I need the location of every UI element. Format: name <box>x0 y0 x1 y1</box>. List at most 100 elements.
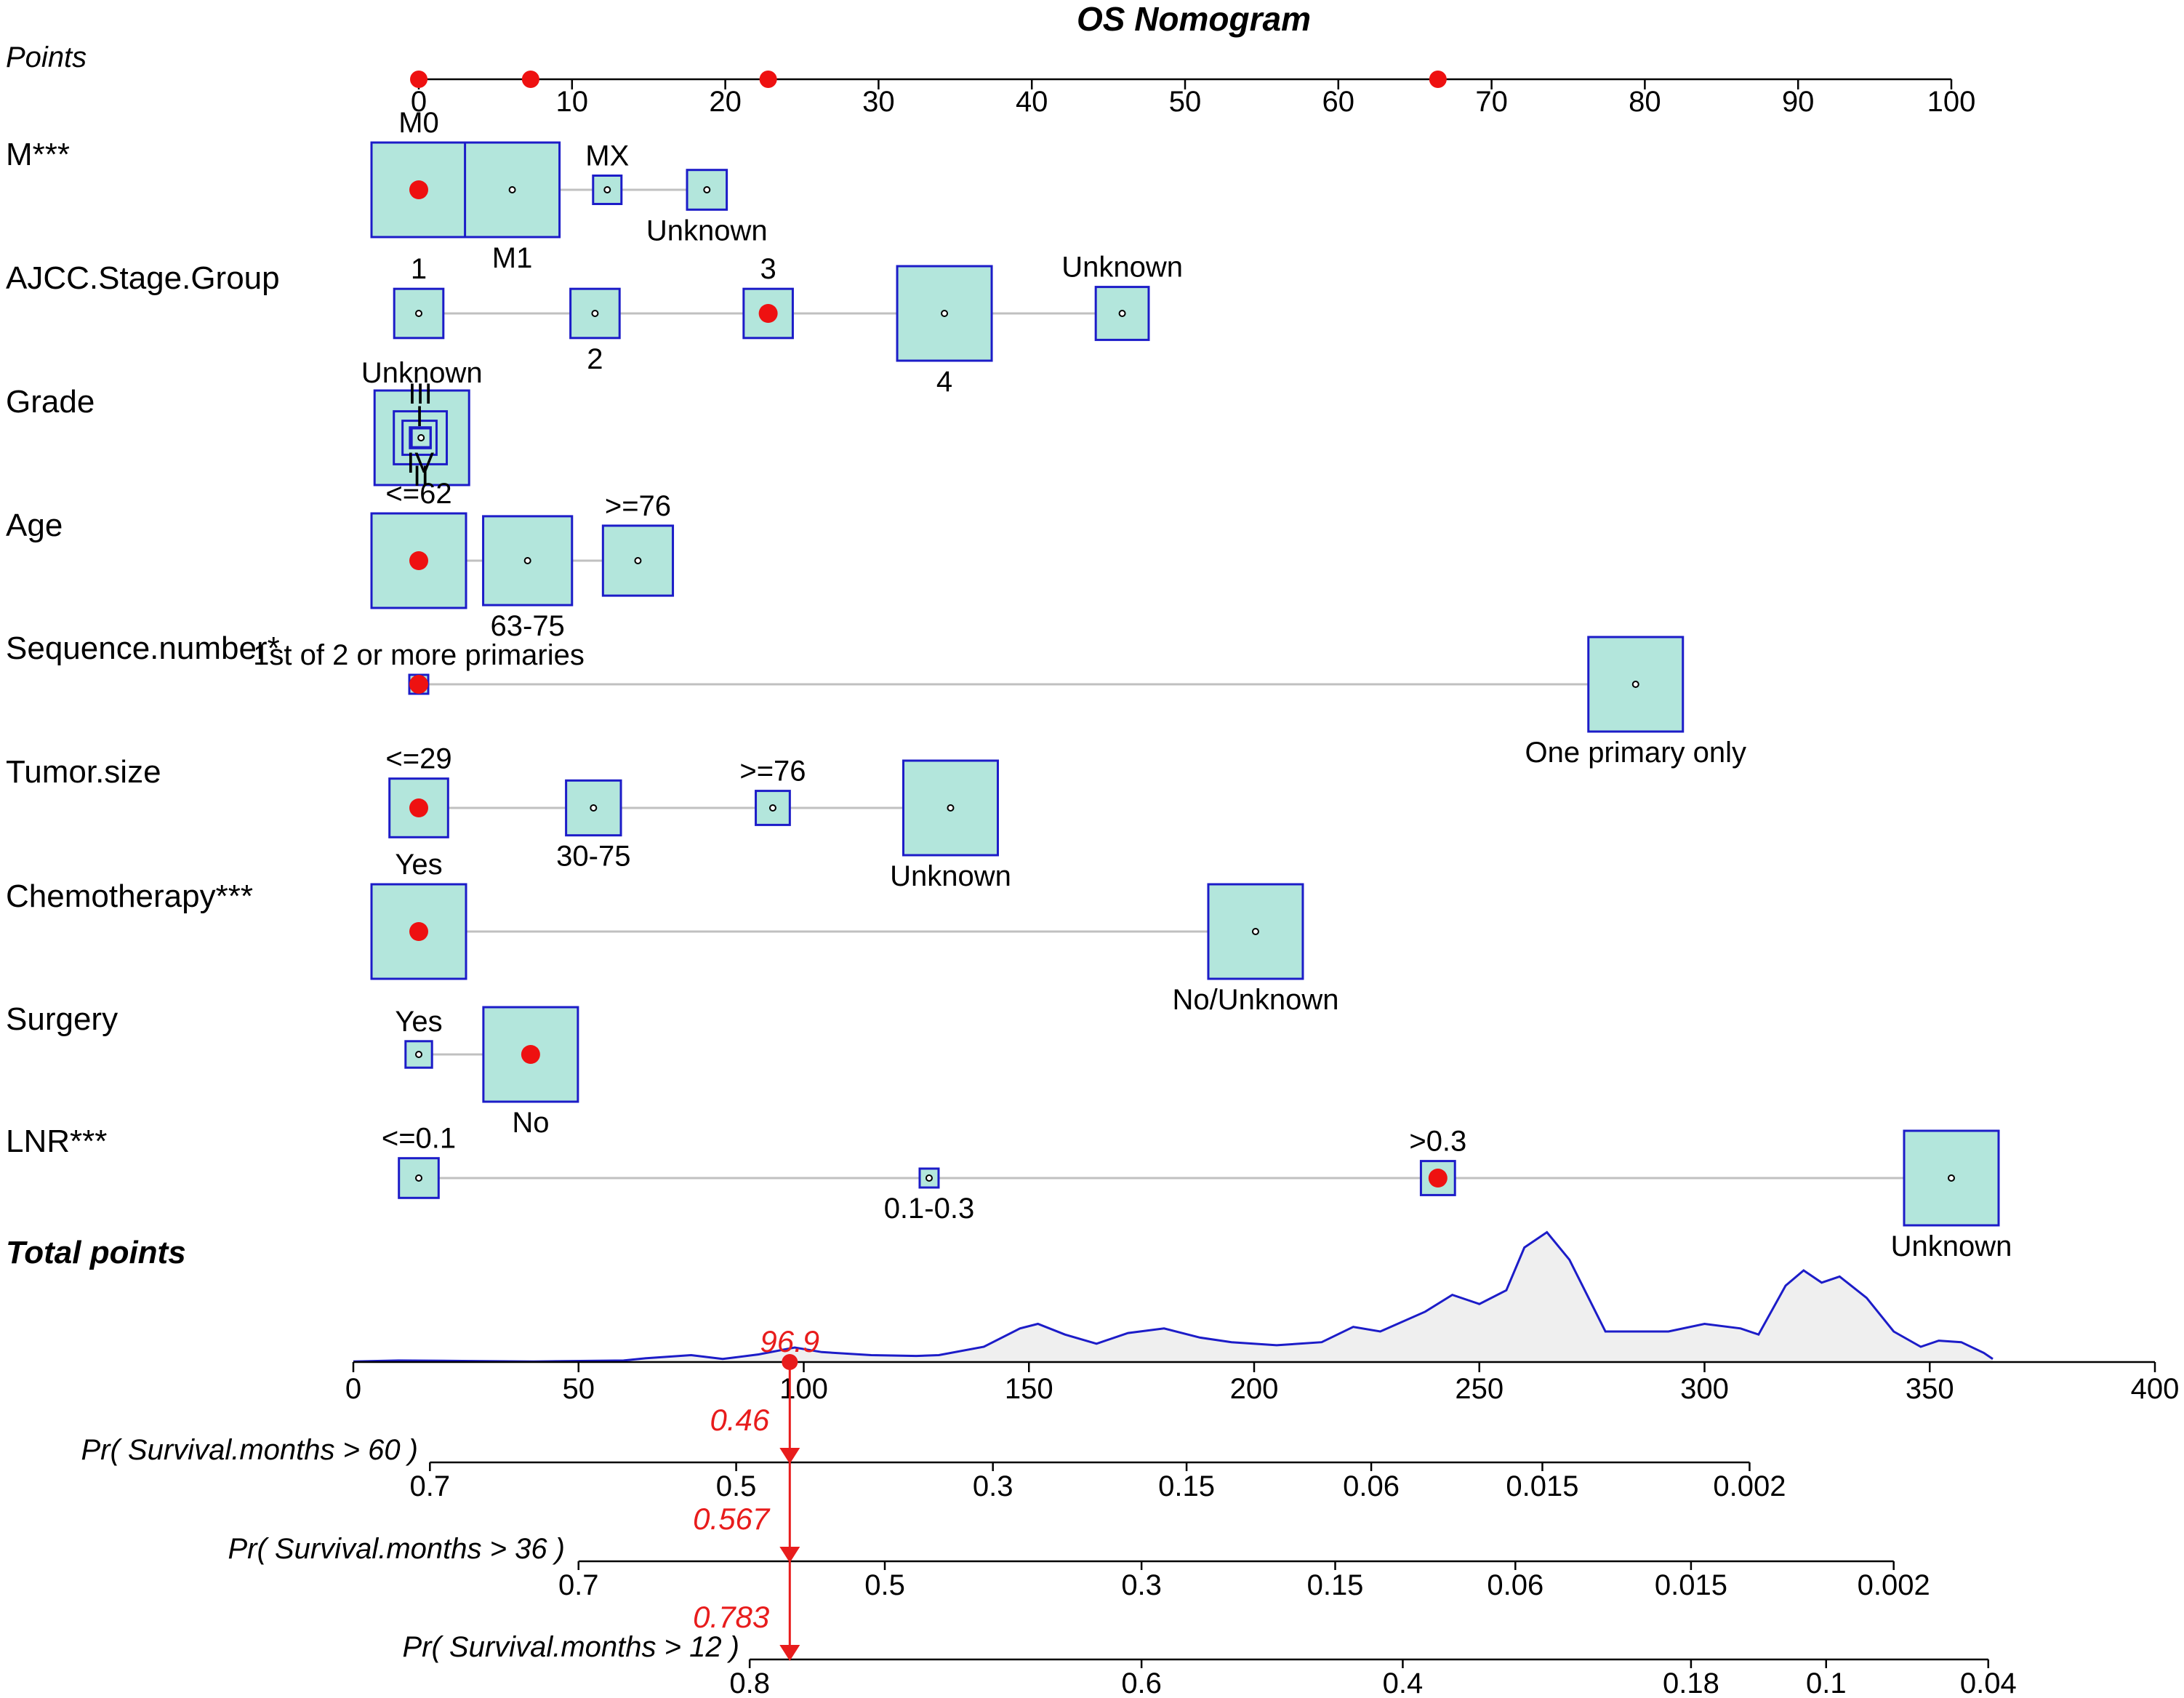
level-label: 1st of 2 or more primaries <box>253 639 585 671</box>
points-axis-tick-label: 0 <box>411 86 427 118</box>
level-label: I <box>415 401 423 433</box>
survival-axis-label: Pr( Survival.months > 12 ) <box>403 1631 740 1663</box>
survival-axis-tick-label: 0.8 <box>729 1667 770 1698</box>
variable-name: Surgery <box>6 1001 118 1037</box>
level-label: >0.3 <box>1409 1126 1466 1158</box>
variable-row: M*** M0 M1 MX Unknown <box>6 107 768 274</box>
selected-points-marker <box>1429 71 1447 88</box>
points-axis-tick-label: 50 <box>1169 86 1202 118</box>
selected-level-marker <box>409 922 428 941</box>
survival-axis-tick-label: 0.002 <box>1858 1569 1930 1601</box>
level-box <box>404 1040 433 1069</box>
selected-points-marker <box>410 71 427 88</box>
level-center-dot <box>590 804 598 812</box>
level-label: IV <box>406 447 434 479</box>
level-center-dot <box>523 557 531 564</box>
points-axis-label: Points <box>6 41 87 73</box>
level-label: No <box>512 1107 549 1139</box>
level-center-dot <box>591 310 599 317</box>
total-points-tick-label: 400 <box>2131 1373 2180 1405</box>
level-label: III <box>408 378 432 410</box>
level-label: MX <box>585 140 629 172</box>
selected-level-marker <box>409 180 428 199</box>
level-box <box>410 427 432 449</box>
variable-name: M*** <box>6 137 70 172</box>
level-box <box>1207 883 1304 980</box>
variable-name: Grade <box>6 384 95 420</box>
total-points-density-line <box>353 1230 1994 1363</box>
level-label: 63-75 <box>491 610 565 642</box>
chart-title: OS Nomogram <box>1077 0 1311 38</box>
level-center-dot <box>415 310 422 317</box>
total-points-tick-label: 150 <box>1005 1373 1053 1405</box>
survival-axis-tick-label: 0.015 <box>1655 1569 1727 1601</box>
variable-row: Chemotherapy*** Yes No/Unknown <box>6 849 1338 1016</box>
survival-value-label: 0.567 <box>693 1502 771 1536</box>
survival-axes: Pr( Survival.months > 60 ) 0.7 0.5 0.3 0.15 0… <box>81 1434 2017 1698</box>
level-center-dot <box>768 804 776 812</box>
points-axis-tick-label: 90 <box>1782 86 1815 118</box>
total-points-pointer: 96.9 0.46 0.567 0.783 <box>693 1324 819 1661</box>
survival-axis-tick-label: 0.002 <box>1713 1470 1786 1502</box>
selected-level-marker <box>758 304 778 323</box>
points-axis-tick-label: 70 <box>1475 86 1508 118</box>
level-label: One primary only <box>1525 737 1746 769</box>
points-axis-tick-label: 20 <box>709 86 742 118</box>
survival-value-arrow <box>779 1448 800 1464</box>
level-center-dot <box>415 1051 422 1058</box>
survival-axis-tick-label: 0.7 <box>558 1569 599 1601</box>
points-axis: 0 10 20 30 40 50 60 70 80 90 100 <box>410 71 1975 118</box>
variable-row: Age <=62 63-75 >=76 <box>6 478 675 642</box>
level-center-dot <box>603 186 611 193</box>
level-label: Unknown <box>890 860 1011 892</box>
survival-axis-tick-label: 0.6 <box>1121 1667 1162 1698</box>
survival-axis-tick-label: 0.5 <box>716 1470 757 1502</box>
level-label: <=29 <box>385 743 451 775</box>
survival-axis-tick-label: 0.4 <box>1383 1667 1424 1698</box>
level-label: 30-75 <box>556 841 630 873</box>
variable-name: Tumor.size <box>6 754 161 790</box>
level-center-dot <box>947 804 955 812</box>
level-center-dot <box>415 1174 422 1182</box>
points-axis-tick-label: 30 <box>862 86 895 118</box>
total-points-tick-label: 200 <box>1230 1373 1279 1405</box>
selected-points-marker <box>759 71 777 88</box>
points-axis-tick-label: 40 <box>1016 86 1048 118</box>
level-label: Yes <box>395 849 442 881</box>
total-points-tick-label: 100 <box>779 1373 828 1405</box>
level-label: 3 <box>760 253 776 285</box>
variable-row: Surgery Yes No <box>6 1001 579 1139</box>
level-center-dot <box>1948 1174 1955 1182</box>
level-center-dot <box>941 310 949 317</box>
survival-axis-tick-label: 0.3 <box>1121 1569 1162 1601</box>
survival-axis-tick-label: 0.06 <box>1487 1569 1543 1601</box>
variable-name: Chemotherapy*** <box>6 878 253 914</box>
level-label: Unknown <box>1061 252 1183 284</box>
survival-axis: Pr( Survival.months > 60 ) 0.7 0.5 0.3 0.15 0… <box>81 1434 1786 1502</box>
level-center-dot <box>634 557 642 564</box>
survival-axis-tick-label: 0.5 <box>864 1569 905 1601</box>
level-center-dot <box>1251 928 1259 935</box>
level-label: <=62 <box>385 478 451 510</box>
level-label: Unknown <box>361 357 483 389</box>
variable-row: AJCC.Stage.Group 1 2 3 4 Unknown <box>6 252 1183 398</box>
variable-row: Sequence.number*1st of 2 or more primari… <box>6 630 1746 769</box>
level-label: M0 <box>398 107 439 139</box>
level-center-dot <box>1631 681 1639 688</box>
total-points-label: Total points <box>6 1235 186 1270</box>
level-label: 4 <box>936 366 952 398</box>
survival-axis-tick-label: 0.15 <box>1158 1470 1215 1502</box>
survival-axis-tick-label: 0.15 <box>1307 1569 1364 1601</box>
level-label: <=0.1 <box>382 1123 456 1155</box>
level-label: 0.1-0.3 <box>884 1193 975 1225</box>
variable-rows: M*** M0 M1 MX Unknown AJCC.Stage.Group 1 2 3 4 Unk… <box>6 107 2012 1262</box>
variable-name: LNR*** <box>6 1124 107 1159</box>
level-label: Unknown <box>646 215 768 247</box>
level-center-dot <box>1118 310 1126 317</box>
variable-row: LNR*** <=0.1 0.1-0.3 >0.3 Unknown <box>6 1123 2012 1262</box>
total-points-axis: 0 50 100 150 200 250 300 350 400 <box>345 1230 2180 1405</box>
survival-axis-tick-label: 0.1 <box>1806 1667 1847 1698</box>
level-label: II <box>413 460 429 492</box>
